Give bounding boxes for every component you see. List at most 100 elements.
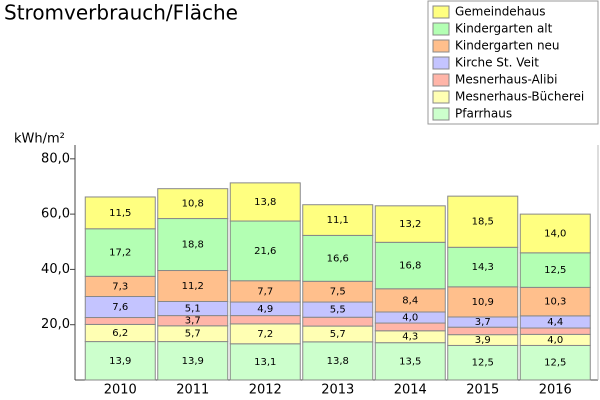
legend-swatch	[432, 56, 450, 70]
bar-segment	[157, 270, 229, 302]
bar-segment	[229, 315, 301, 325]
data-label: 13,8	[254, 197, 276, 208]
bar-segment	[157, 188, 229, 220]
data-label: 4,9	[257, 304, 273, 315]
bar-segment	[84, 228, 156, 277]
legend-label: Mesnerhaus-Alibi	[455, 73, 557, 87]
bar-segment	[447, 286, 519, 318]
data-label: 10,9	[472, 297, 494, 308]
y-axis-label: kWh/m²	[14, 132, 65, 147]
data-label: 18,8	[182, 240, 204, 251]
data-label: 8,4	[402, 295, 418, 306]
bar-segment	[84, 317, 156, 325]
data-label: 5,5	[330, 305, 346, 316]
x-tick-label: 2016	[539, 383, 572, 398]
data-label: 7,5	[330, 287, 346, 298]
bar-segment	[447, 246, 519, 288]
legend-label: Kirche St. Veit	[455, 56, 539, 70]
data-label: 10,3	[544, 297, 566, 308]
legend-label: Kindergarten alt	[455, 22, 553, 36]
bar-segment	[302, 234, 374, 282]
data-label: 7,6	[112, 302, 128, 313]
bar-segment	[519, 213, 591, 254]
legend-swatch	[432, 107, 450, 121]
data-label: 13,1	[254, 357, 276, 368]
legend-box	[427, 0, 599, 125]
data-label: 16,8	[399, 261, 421, 272]
data-label: 13,8	[327, 356, 349, 367]
data-label: 3,7	[475, 317, 491, 328]
x-tick-label: 2012	[249, 383, 282, 398]
data-label: 11,2	[182, 281, 204, 292]
data-label: 3,9	[475, 335, 491, 346]
data-label: 7,7	[257, 286, 273, 297]
bar-segment	[229, 220, 301, 282]
x-tick-label: 2013	[321, 383, 354, 398]
bar-segment	[229, 182, 301, 222]
bar-segment	[447, 195, 519, 248]
data-label: 4,0	[547, 335, 563, 346]
data-label: 4,3	[402, 332, 418, 343]
legend-label: Kindergarten neu	[455, 39, 560, 53]
x-tick-label: 2011	[176, 383, 209, 398]
data-label: 4,4	[547, 317, 563, 328]
legend-swatch	[432, 39, 450, 53]
data-label: 11,1	[327, 215, 349, 226]
bar-segment	[229, 343, 301, 381]
y-tick-label: 20,0	[41, 317, 70, 332]
bar-segment	[302, 204, 374, 236]
data-label: 6,2	[112, 328, 128, 339]
data-label: 13,2	[399, 219, 421, 230]
legend-swatch	[432, 90, 450, 104]
x-tick-label: 2014	[394, 383, 427, 398]
legend-label: Pfarrhaus	[455, 107, 512, 121]
data-label: 14,3	[472, 262, 494, 273]
data-label: 16,6	[327, 253, 349, 264]
data-label: 13,9	[182, 356, 204, 367]
data-label: 17,2	[109, 248, 131, 259]
data-label: 12,5	[544, 358, 566, 369]
data-label: 7,3	[112, 281, 128, 292]
bar-segment	[519, 327, 591, 335]
y-tick-label: 60,0	[41, 207, 70, 222]
bar-segment	[157, 218, 229, 272]
legend-label: Mesnerhaus-Bücherei	[455, 90, 584, 104]
legend-label: Gemeindehaus	[455, 5, 546, 19]
legend-swatch	[432, 22, 450, 36]
y-tick-label: 40,0	[41, 262, 70, 277]
y-tick-label: 80,0	[41, 151, 70, 166]
data-label: 10,8	[182, 199, 204, 210]
data-label: 13,5	[399, 356, 421, 367]
legend-swatch	[432, 5, 450, 19]
bar-segment	[519, 252, 591, 288]
data-label: 12,5	[472, 358, 494, 369]
data-label: 5,1	[185, 304, 201, 315]
data-label: 13,9	[109, 356, 131, 367]
data-label: 18,5	[472, 217, 494, 228]
x-tick-label: 2015	[466, 383, 499, 398]
bar-segment	[374, 342, 446, 381]
bar-segment	[447, 344, 519, 381]
data-label: 3,7	[185, 316, 201, 327]
data-label: 11,5	[109, 208, 131, 219]
data-label: 5,7	[185, 329, 201, 340]
bar-segment	[519, 286, 591, 317]
bar-segment	[157, 341, 229, 381]
data-label: 4,0	[402, 313, 418, 324]
data-label: 7,2	[257, 329, 273, 340]
data-label: 12,5	[544, 265, 566, 276]
x-tick-label: 2010	[104, 383, 137, 398]
bar-segment	[302, 316, 374, 327]
data-label: 21,6	[254, 246, 276, 257]
bar-segment	[84, 341, 156, 381]
legend-swatch	[432, 73, 450, 87]
bar-segment	[84, 196, 156, 230]
bar-segment	[374, 322, 446, 332]
bar-segment	[374, 241, 446, 290]
bar-segment	[374, 205, 446, 243]
data-label: 14,0	[544, 228, 566, 239]
bar-segment	[447, 326, 519, 336]
data-label: 5,7	[330, 329, 346, 340]
